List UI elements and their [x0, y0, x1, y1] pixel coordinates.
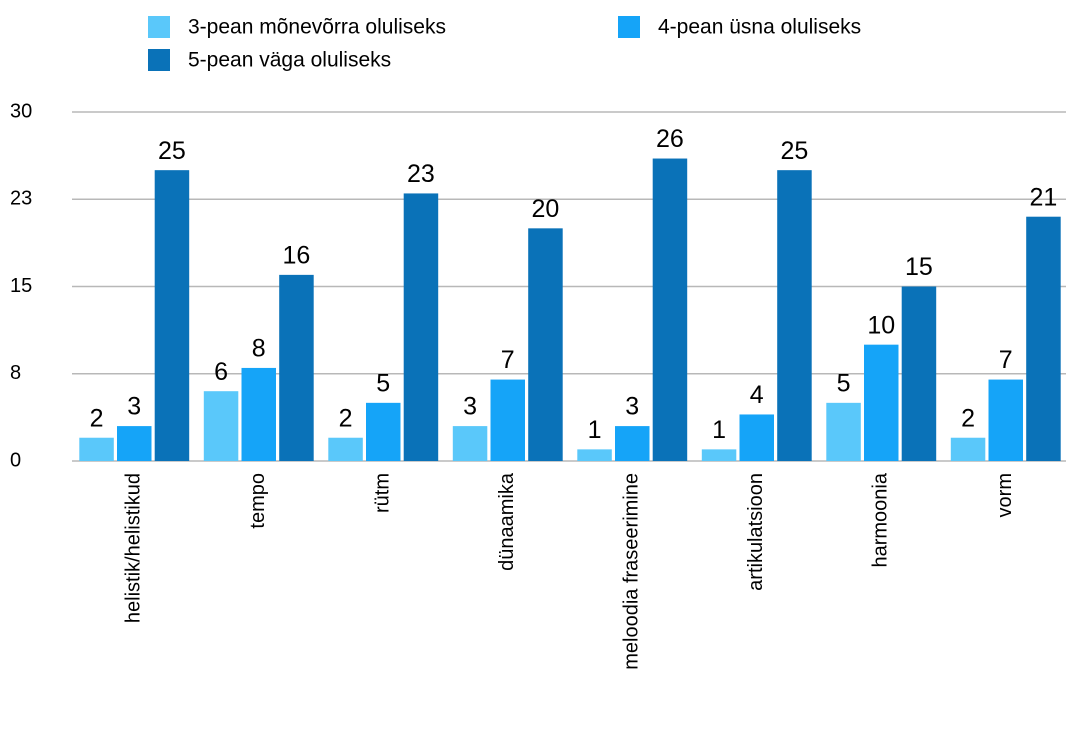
- value-label: 1: [712, 416, 726, 444]
- value-label: 20: [532, 195, 560, 223]
- value-label: 26: [656, 125, 684, 153]
- y-tick-label: 23: [10, 188, 32, 210]
- bar: [328, 437, 363, 461]
- bar: [403, 193, 439, 461]
- bar: [777, 170, 812, 461]
- bar: [154, 170, 190, 461]
- bar: [988, 379, 1023, 461]
- value-label: 15: [905, 253, 933, 281]
- y-tick-label: 8: [10, 362, 21, 384]
- value-label: 1: [588, 416, 602, 444]
- legend-label: 3-pean mõnevõrra oluliseks: [188, 16, 446, 39]
- value-label: 3: [463, 393, 477, 421]
- bar: [203, 391, 239, 461]
- bar: [739, 414, 774, 461]
- y-tick-label: 15: [10, 275, 32, 297]
- x-tick-label: harmoonia: [870, 472, 892, 567]
- bar: [241, 367, 276, 461]
- value-label: 5: [376, 369, 390, 397]
- x-tick-label: helistik/helistikud: [123, 473, 145, 623]
- bar: [615, 426, 650, 461]
- x-tick-label: tempo: [247, 473, 269, 529]
- value-label: 23: [407, 160, 435, 188]
- legend-swatch: [618, 16, 640, 38]
- legend-swatch: [148, 16, 170, 38]
- bar: [701, 449, 737, 461]
- bar: [901, 286, 937, 461]
- value-label: 2: [961, 404, 975, 432]
- bar: [366, 402, 401, 461]
- value-label: 5: [837, 369, 851, 397]
- value-label: 2: [90, 404, 104, 432]
- value-label: 7: [999, 346, 1013, 374]
- bar: [117, 426, 152, 461]
- bar: [864, 344, 899, 461]
- x-tick-label: vorm: [994, 473, 1016, 517]
- x-tick-label: dünaamika: [496, 472, 518, 571]
- bar: [652, 158, 688, 462]
- value-label: 10: [867, 311, 895, 339]
- legend-swatch: [148, 49, 170, 71]
- legend-label: 4-pean üsna oluliseks: [658, 16, 861, 39]
- bar: [79, 437, 114, 461]
- x-tick-label: meloodia fraseerimine: [621, 473, 643, 670]
- bar: [528, 228, 563, 461]
- y-tick-label: 30: [10, 100, 32, 122]
- bar: [1026, 216, 1061, 461]
- bar: [826, 402, 861, 461]
- x-tick-label: artikulatsioon: [745, 473, 767, 591]
- value-label: 8: [252, 335, 266, 363]
- bar: [279, 274, 314, 461]
- bar: [577, 449, 612, 461]
- value-label: 3: [127, 393, 141, 421]
- value-label: 6: [214, 358, 228, 386]
- value-label: 21: [1030, 183, 1058, 211]
- legend-label: 5-pean väga oluliseks: [188, 49, 391, 72]
- value-label: 25: [781, 137, 809, 165]
- bar: [452, 426, 488, 461]
- value-label: 2: [339, 404, 353, 432]
- bar: [950, 437, 986, 461]
- value-label: 4: [750, 381, 764, 409]
- x-tick-label: rütm: [372, 473, 394, 513]
- value-label: 3: [625, 393, 639, 421]
- value-label: 16: [283, 241, 311, 269]
- value-label: 25: [158, 137, 186, 165]
- y-tick-label: 0: [10, 449, 21, 471]
- bar: [490, 379, 525, 461]
- value-label: 7: [501, 346, 515, 374]
